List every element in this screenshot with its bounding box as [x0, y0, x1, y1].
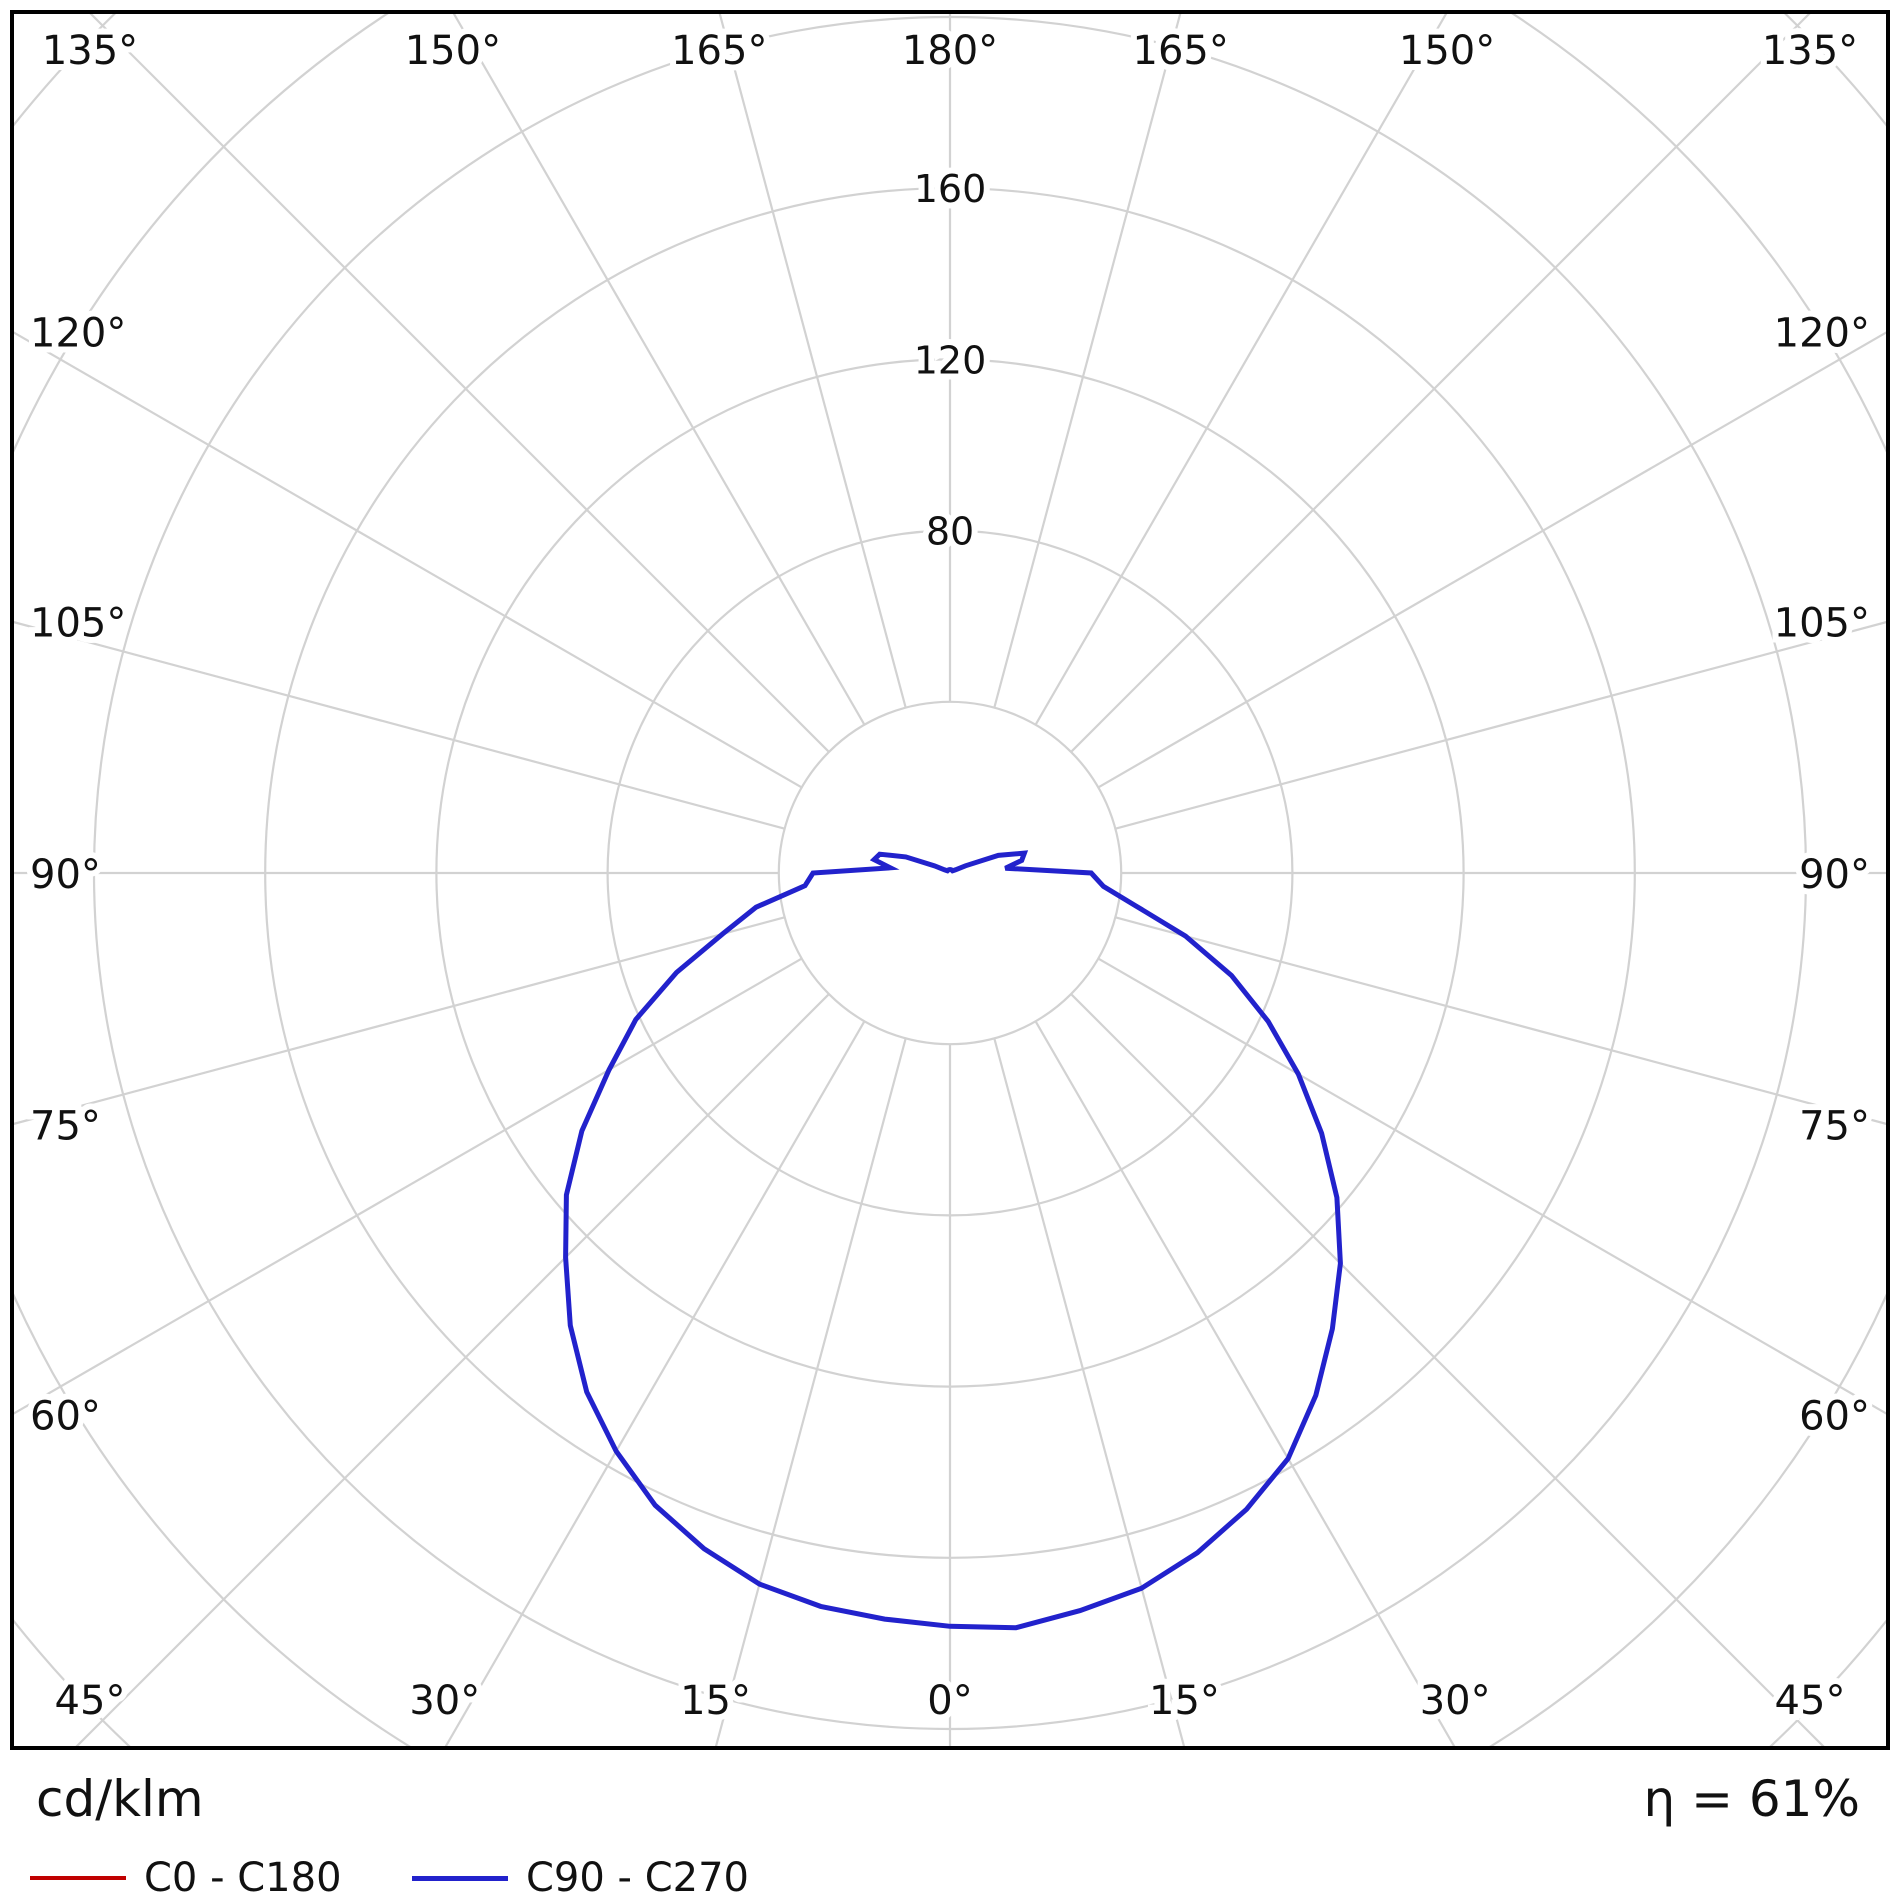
angle-label-210deg: 150° [405, 28, 501, 74]
angle-label-90deg: 90° [1799, 852, 1870, 898]
grid-ray-225 [89, 14, 830, 753]
angle-label-345deg: 15° [680, 1678, 751, 1724]
unit-label: cd/klm [36, 1770, 204, 1828]
polar-grid [14, 14, 1886, 1746]
angle-label-255deg: 105° [30, 601, 126, 647]
polar-plot: 80 120 160 0° 15° 30° 45° 60° 75° 90° 105° 120° 135°… [10, 10, 1890, 1750]
angle-label-315deg: 45° [55, 1678, 126, 1724]
ring-label-120: 120 [914, 338, 987, 382]
grid-ray-60 [1097, 957, 1886, 1415]
grid-ray-195 [718, 14, 907, 708]
angle-label-75deg: 75° [1799, 1103, 1870, 1149]
angle-label-45deg: 45° [1775, 1678, 1846, 1724]
curve-c90-c270 [563, 850, 1343, 1631]
grid-ray-75 [1115, 916, 1886, 1125]
legend-label-c90-c270: C90 - C270 [526, 1855, 749, 1900]
angle-label-120deg: 120° [1774, 310, 1870, 356]
angle-label-135deg: 135° [1762, 28, 1858, 74]
legend-label-c0-c180: C0 - C180 [144, 1855, 342, 1900]
grid-ray-315 [75, 993, 830, 1746]
angle-label-270deg: 90° [30, 852, 101, 898]
ring-label-160: 160 [914, 167, 987, 211]
angle-label-150deg: 150° [1399, 28, 1495, 74]
legend-line-c0-c180 [30, 1876, 126, 1880]
angle-label-105deg: 105° [1774, 601, 1870, 647]
grid-ray-330 [444, 1020, 866, 1746]
angle-label-0deg: 0° [927, 1678, 972, 1724]
angle-label-225deg: 135° [42, 28, 138, 74]
grid-ray-15 [993, 1038, 1186, 1746]
grid-ray-150 [1034, 14, 1448, 726]
legend-item-c0-c180: C0 - C180 [30, 1852, 342, 1900]
angle-label-330deg: 30° [409, 1678, 480, 1724]
angle-label-30deg: 30° [1420, 1678, 1491, 1724]
grid-ray-240 [14, 331, 803, 789]
grid-ray-345 [714, 1038, 907, 1746]
grid-ray-120 [1097, 331, 1886, 789]
legend: C0 - C180 C90 - C270 [30, 1852, 1870, 1900]
angle-label-15deg: 15° [1149, 1678, 1220, 1724]
grid-ray-135 [1070, 14, 1811, 753]
grid-ray-30 [1034, 1020, 1456, 1746]
legend-line-c90-c270 [412, 1875, 508, 1881]
efficiency-label: η = 61% [1643, 1770, 1860, 1828]
grid-ray-45 [1070, 993, 1825, 1746]
angle-label-180deg: 180° [902, 28, 998, 74]
angle-label-195deg: 165° [671, 28, 767, 74]
angle-label-300deg: 60° [30, 1394, 101, 1440]
angle-label-60deg: 60° [1799, 1394, 1870, 1440]
legend-item-c90-c270: C90 - C270 [412, 1852, 749, 1900]
grid-ray-300 [14, 957, 803, 1415]
grid-ray-210 [452, 14, 866, 726]
grid-ray-285 [14, 916, 785, 1125]
ring-label-80: 80 [926, 510, 974, 554]
angle-label-165deg: 165° [1133, 28, 1229, 74]
grid-ray-165 [993, 14, 1182, 708]
grid-ray-255 [14, 621, 785, 830]
grid-ray-105 [1115, 621, 1886, 830]
angle-label-240deg: 120° [30, 310, 126, 356]
plot-border [10, 10, 1890, 1750]
angle-label-285deg: 75° [30, 1103, 101, 1149]
